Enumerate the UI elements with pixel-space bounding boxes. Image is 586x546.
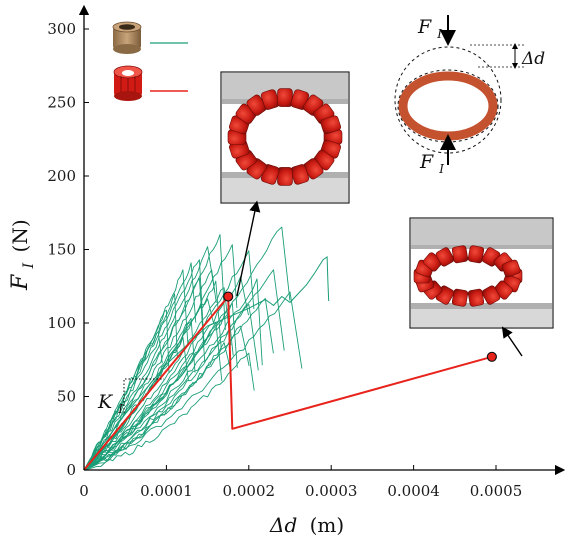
- experiment-curve: [83, 298, 274, 471]
- ring-segment-broken: [467, 245, 485, 264]
- leader-to-intact: [236, 200, 261, 297]
- experiment-curve: [83, 269, 285, 471]
- slope-marker: K I: [97, 378, 164, 416]
- tube-icon: [112, 21, 142, 54]
- segmented-ring-icon: [113, 65, 143, 101]
- ring-segment-broken: [451, 288, 469, 307]
- experiment-curve: [83, 277, 206, 471]
- x-tick-label: 0.0005: [470, 482, 523, 500]
- x-tick-label: 0.0003: [305, 482, 358, 500]
- ring-segment-broken: [501, 259, 521, 278]
- y-axis-label-sub: I: [21, 262, 37, 269]
- ring-segment-broken: [435, 247, 455, 267]
- y-tick-label: 100: [47, 314, 76, 332]
- x-tick-label: 0.0001: [140, 482, 193, 500]
- model-curve: [83, 295, 493, 471]
- experiment-curve: [83, 308, 234, 471]
- ring-segment-broken: [451, 245, 469, 264]
- y-tick-label: 250: [47, 94, 76, 112]
- y-tick-label: 200: [47, 167, 76, 185]
- x-axis-label-var: Δd: [269, 513, 297, 537]
- y-tick-label: 150: [47, 241, 76, 259]
- experiment-curve: [83, 259, 205, 471]
- y-axis-label-unit: (N): [8, 219, 32, 252]
- y-axis-label-var: F: [8, 274, 33, 291]
- experiment-curve: [83, 352, 255, 471]
- x-tick-label: 0.0004: [387, 482, 440, 500]
- state-marker: [223, 291, 234, 302]
- disp-label: Δd: [521, 49, 545, 69]
- ring-segment: [320, 115, 341, 135]
- force-bottom-label: F I: [419, 151, 444, 176]
- ring-segment-broken: [467, 288, 485, 307]
- leader-to-broken: [501, 326, 523, 357]
- slope-label: K I: [97, 391, 123, 416]
- y-ticks: 0 50 100 150 200 250 300: [47, 20, 89, 479]
- inset-intact-ring: [220, 71, 350, 204]
- state-marker: [486, 351, 497, 362]
- y-axis-label: F I (N): [8, 219, 38, 291]
- y-tick-label: 300: [47, 20, 76, 38]
- x-tick-label: 0: [79, 482, 89, 500]
- legend: [112, 21, 188, 101]
- model-curve-line: [83, 295, 493, 471]
- x-axis-label: Δd (m): [269, 513, 344, 537]
- y-tick-label: 0: [66, 461, 76, 479]
- state-markers: [223, 291, 497, 362]
- experiment-curves: [83, 226, 330, 471]
- experiment-curve: [83, 342, 231, 471]
- x-axis-label-unit: (m): [310, 513, 345, 537]
- experiment-curve: [83, 291, 303, 471]
- ring-segment-broken: [481, 285, 501, 305]
- x-ticks: 0 0.0001 0.0002 0.0003 0.0004 0.0005: [79, 465, 522, 500]
- experiment-curve: [83, 331, 163, 471]
- force-top-label: F I: [417, 16, 442, 41]
- x-tick-label: 0.0002: [223, 482, 276, 500]
- inset-broken-ring: [409, 217, 554, 329]
- experiment-curve: [83, 287, 232, 471]
- ring-segment: [277, 88, 293, 107]
- compression-schematic: F I F I Δd: [394, 15, 545, 176]
- y-tick-label: 50: [57, 388, 76, 406]
- ring-segment: [277, 167, 293, 186]
